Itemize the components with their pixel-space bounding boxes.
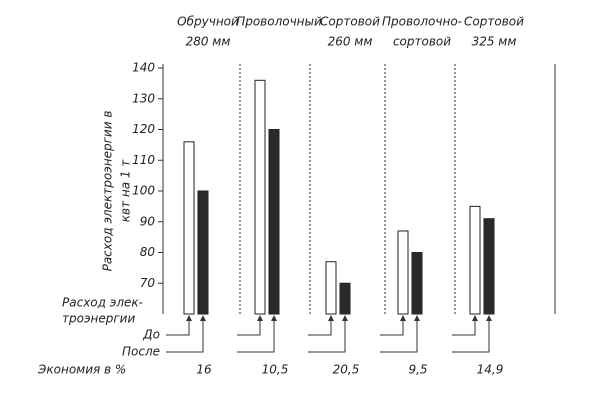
row-label: Расход элек- (62, 296, 143, 310)
legend-label: До (142, 328, 160, 342)
arrow (166, 315, 206, 353)
category-label: 325 мм (472, 35, 517, 49)
bar (268, 129, 280, 315)
bar (483, 218, 495, 315)
bar (183, 141, 195, 315)
category-label: Обручной (177, 15, 239, 29)
arrow (452, 315, 492, 353)
arrow (237, 315, 263, 336)
category-label: Проволочно- (382, 15, 462, 29)
y-tick-label: 70 (140, 276, 156, 290)
arrow (308, 315, 348, 353)
bar (397, 230, 409, 315)
economy-value: 10,5 (262, 363, 289, 377)
bar (325, 261, 337, 315)
category-label: сортовой (393, 35, 451, 49)
economy-value: 9,5 (408, 363, 427, 377)
arrow (308, 315, 334, 336)
y-tick-label: 130 (132, 91, 155, 105)
bar (254, 79, 266, 315)
economy-value: 14,9 (477, 363, 504, 377)
y-tick-label: 80 (140, 245, 156, 259)
y-tick-label: 90 (140, 214, 156, 228)
economy-value: 20,5 (333, 363, 360, 377)
y-tick-label: 140 (132, 61, 155, 75)
arrow (452, 315, 478, 336)
arrow (380, 315, 406, 336)
bar (197, 190, 209, 315)
category-label: Проволочный (236, 15, 322, 29)
bar (339, 282, 351, 315)
arrow (166, 315, 192, 336)
economy-value: 16 (196, 363, 212, 377)
y-axis-label: Расход электроэнергии в (101, 111, 115, 272)
bar (469, 205, 481, 315)
y-tick-label: 100 (132, 184, 155, 198)
y-tick-label: 120 (132, 122, 155, 136)
category-label: 280 мм (186, 35, 231, 49)
economy-label: Экономия в % (37, 363, 126, 377)
y-axis-label: квт на 1 т (119, 159, 133, 223)
bar (411, 252, 423, 315)
row-label: троэнергии (62, 312, 135, 326)
category-label: Сортовой (464, 15, 524, 29)
y-tick-label: 110 (132, 153, 155, 167)
category-label: Сортовой (320, 15, 380, 29)
legend-label: После (122, 345, 160, 359)
arrow (237, 315, 277, 353)
arrow (380, 315, 420, 353)
category-label: 260 мм (328, 35, 373, 49)
